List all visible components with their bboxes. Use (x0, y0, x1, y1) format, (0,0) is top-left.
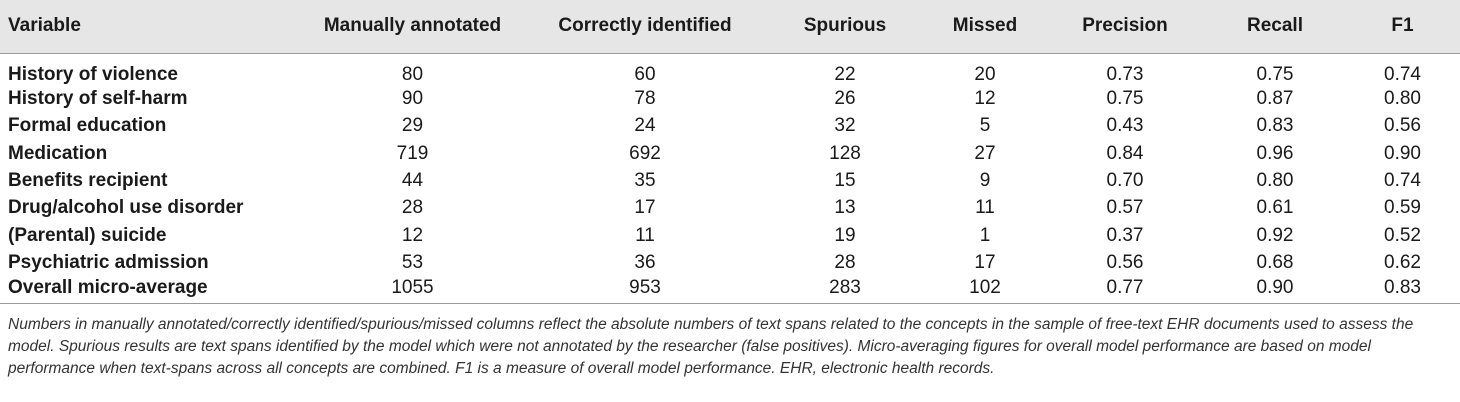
header-f1: F1 (1345, 0, 1460, 54)
cell-variable: History of violence (8, 63, 178, 85)
table-row-overall: Overall micro-average 1055 953 283 102 0… (0, 276, 1460, 305)
cell-missed: 102 (925, 276, 1045, 305)
header-spurious: Spurious (765, 0, 925, 54)
header-manually-annotated: Manually annotated (300, 0, 525, 54)
cell-spurious: 283 (765, 276, 925, 305)
cell-variable: Psychiatric admission (8, 251, 209, 273)
cell-variable: Overall micro-average (0, 276, 300, 305)
cell-manually-annotated: 90 (401, 88, 424, 110)
cell-manually-annotated: 28 (401, 197, 424, 219)
cell-recall: 0.96 (1256, 142, 1294, 164)
cell-spurious: 15 (834, 170, 856, 192)
header-precision: Precision (1045, 0, 1205, 54)
cell-precision: 0.73 (1106, 63, 1144, 85)
header-row: Variable Manually annotated Correctly id… (0, 0, 1460, 54)
cell-manually-annotated: 29 (401, 115, 424, 137)
table-header: Variable Manually annotated Correctly id… (0, 0, 1460, 54)
cell-f1: 0.74 (1384, 63, 1421, 85)
cell-precision: 0.56 (1106, 251, 1144, 273)
table-row: Psychiatric admission 53 36 28 17 0.56 0… (0, 249, 1460, 276)
cell-precision: 0.84 (1106, 142, 1144, 164)
cell-variable: Medication (8, 142, 108, 164)
cell-spurious: 28 (834, 251, 856, 273)
cell-correctly-identified: 78 (634, 88, 656, 110)
cell-manually-annotated: 12 (401, 224, 424, 246)
cell-spurious: 22 (834, 63, 856, 85)
cell-spurious: 19 (834, 224, 856, 246)
cell-spurious: 128 (829, 142, 861, 164)
table-row: Drug/alcohol use disorder 28 17 13 11 0.… (0, 195, 1460, 222)
cell-correctly-identified: 35 (634, 170, 656, 192)
cell-f1: 0.62 (1384, 251, 1421, 273)
cell-precision: 0.77 (1045, 276, 1205, 305)
table-row: Medication 719 692 128 27 0.84 0.96 0.90 (0, 140, 1460, 167)
header-missed: Missed (925, 0, 1045, 54)
cell-missed: 27 (974, 142, 996, 164)
cell-spurious: 26 (834, 88, 856, 110)
cell-manually-annotated: 44 (401, 170, 424, 192)
cell-f1: 0.52 (1384, 224, 1421, 246)
cell-correctly-identified: 692 (629, 142, 661, 164)
cell-f1: 0.56 (1384, 115, 1421, 137)
table-row: History of self-harm 90 78 26 12 0.75 0.… (0, 86, 1460, 113)
table-footnote: Numbers in manually annotated/correctly … (8, 316, 1414, 377)
table-row: Formal education 29 24 32 5 0.43 0.83 0.… (0, 113, 1460, 140)
header-recall: Recall (1205, 0, 1345, 54)
cell-recall: 0.92 (1256, 224, 1294, 246)
results-table: Variable Manually annotated Correctly id… (0, 0, 1460, 305)
cell-correctly-identified: 60 (634, 63, 656, 85)
cell-manually-annotated: 53 (401, 251, 424, 273)
table-body: History of violence 80 60 22 20 0.73 0.7… (0, 53, 1460, 305)
cell-missed: 5 (979, 115, 991, 137)
cell-recall: 0.90 (1205, 276, 1345, 305)
cell-manually-annotated: 80 (401, 63, 424, 85)
cell-correctly-identified: 17 (634, 197, 656, 219)
cell-precision: 0.43 (1106, 115, 1144, 137)
table-row: (Parental) suicide 12 11 19 1 0.37 0.92 … (0, 222, 1460, 249)
cell-recall: 0.80 (1256, 170, 1294, 192)
cell-variable: History of self-harm (8, 88, 188, 110)
cell-spurious: 13 (834, 197, 856, 219)
cell-variable: Benefits recipient (8, 170, 168, 192)
cell-precision: 0.75 (1106, 88, 1144, 110)
table-row: Benefits recipient 44 35 15 9 0.70 0.80 … (0, 167, 1460, 194)
cell-manually-annotated: 719 (396, 142, 429, 164)
cell-recall: 0.61 (1256, 197, 1294, 219)
cell-f1: 0.74 (1384, 170, 1421, 192)
cell-precision: 0.57 (1106, 197, 1144, 219)
cell-variable: Drug/alcohol use disorder (8, 197, 244, 219)
table-row: History of violence 80 60 22 20 0.73 0.7… (0, 53, 1460, 86)
cell-f1: 0.90 (1384, 142, 1421, 164)
cell-correctly-identified: 24 (634, 115, 656, 137)
cell-recall: 0.68 (1256, 251, 1294, 273)
cell-missed: 1 (979, 224, 991, 246)
cell-variable: (Parental) suicide (8, 224, 167, 246)
cell-precision: 0.70 (1106, 170, 1144, 192)
cell-f1: 0.80 (1384, 88, 1421, 110)
cell-f1: 0.83 (1345, 276, 1460, 305)
cell-spurious: 32 (834, 115, 856, 137)
header-variable: Variable (0, 0, 300, 54)
cell-f1: 0.59 (1384, 197, 1421, 219)
cell-manually-annotated: 1055 (300, 276, 525, 305)
cell-recall: 0.87 (1256, 88, 1294, 110)
cell-recall: 0.83 (1256, 115, 1294, 137)
header-correctly-identified: Correctly identified (525, 0, 765, 54)
cell-correctly-identified: 36 (634, 251, 656, 273)
cell-variable: Formal education (8, 115, 167, 137)
cell-missed: 11 (975, 197, 995, 219)
cell-precision: 0.37 (1106, 224, 1144, 246)
cell-missed: 9 (979, 170, 991, 192)
cell-missed: 12 (974, 88, 996, 110)
cell-recall: 0.75 (1256, 63, 1294, 85)
cell-missed: 17 (974, 251, 996, 273)
cell-correctly-identified: 953 (525, 276, 765, 305)
cell-missed: 20 (974, 63, 996, 85)
cell-correctly-identified: 11 (635, 224, 655, 246)
